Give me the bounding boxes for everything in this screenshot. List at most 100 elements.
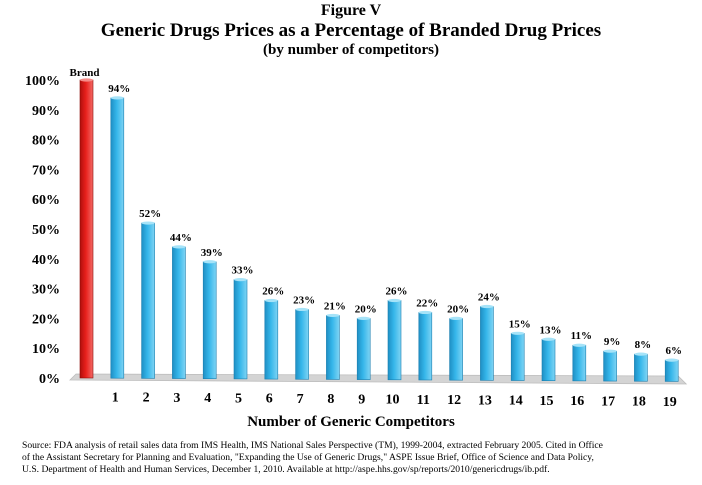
- bar-cap: [572, 343, 586, 347]
- bar-brand: [79, 79, 94, 379]
- y-tick-label: 30%: [32, 283, 60, 298]
- x-tick-label: 18: [632, 395, 646, 410]
- bar-cap: [234, 278, 247, 282]
- source-line-2: of the Assistant Secretary for Planning …: [22, 452, 594, 463]
- brand-label: Brand: [70, 67, 100, 79]
- data-label: 20%: [447, 303, 469, 315]
- data-label: 44%: [170, 232, 192, 244]
- x-axis-title: Number of Generic Competitors: [247, 414, 455, 430]
- bar: [295, 309, 309, 380]
- source-line-3: U.S. Department of Health and Human Serv…: [22, 464, 550, 475]
- y-tick-label: 60%: [32, 193, 60, 208]
- bar-cap: [449, 316, 463, 320]
- data-label: 33%: [232, 265, 254, 277]
- data-label: 24%: [478, 291, 500, 303]
- y-tick-label: 20%: [32, 312, 60, 327]
- data-label: 23%: [293, 294, 315, 306]
- chart-floor: [69, 373, 688, 385]
- bar: [356, 318, 371, 380]
- x-tick-label: 14: [509, 394, 523, 409]
- x-tick-label: 2: [143, 391, 150, 406]
- bar: [172, 246, 186, 379]
- x-tick-label: 10: [386, 393, 400, 408]
- bar-cap: [326, 313, 340, 318]
- bar: [664, 359, 679, 382]
- x-tick-label: 7: [297, 392, 304, 407]
- bar-cap: [418, 310, 432, 315]
- bar: [603, 350, 617, 382]
- y-tick-label: 50%: [32, 223, 60, 238]
- x-tick-label: 11: [417, 393, 430, 408]
- bar: [141, 222, 155, 379]
- data-label: 94%: [108, 83, 130, 95]
- bar: [418, 312, 433, 381]
- x-tick-label: 13: [478, 393, 492, 408]
- figure-label: Figure V: [320, 2, 382, 19]
- bar-chart: 0%10%20%30%40%50%60%70%80%90%100%Brand94…: [25, 67, 688, 410]
- bar-cap: [542, 337, 555, 341]
- x-tick-label: 3: [173, 391, 180, 406]
- bar-cap: [603, 349, 617, 353]
- bar: [449, 318, 463, 381]
- y-tick-label: 40%: [32, 253, 60, 268]
- bar-cap: [388, 298, 401, 303]
- bar-cap: [203, 260, 217, 264]
- y-tick-label: 0%: [39, 372, 60, 387]
- y-tick-label: 80%: [32, 134, 60, 149]
- bar: [510, 332, 525, 381]
- x-tick-label: 4: [204, 391, 211, 406]
- bar-cap: [357, 316, 371, 320]
- chart-subtitle: (by number of competitors): [263, 42, 439, 58]
- y-tick-label: 70%: [32, 163, 60, 178]
- y-tick-label: 90%: [32, 104, 60, 119]
- data-label: 22%: [416, 297, 438, 309]
- bar: [480, 306, 494, 381]
- data-label: 21%: [324, 300, 346, 312]
- bar: [202, 261, 217, 380]
- bar-cap: [80, 78, 93, 82]
- x-tick-label: 15: [540, 394, 554, 409]
- data-label: 39%: [201, 247, 223, 259]
- data-label: 20%: [355, 303, 377, 315]
- chart-title: Generic Drugs Prices as a Percentage of …: [100, 20, 602, 41]
- bar: [634, 353, 648, 382]
- bar-cap: [480, 304, 494, 309]
- x-tick-label: 8: [327, 392, 334, 407]
- y-tick-label: 10%: [32, 342, 60, 357]
- bar: [233, 279, 248, 380]
- data-label: 9%: [604, 336, 621, 348]
- x-tick-label: 1: [112, 390, 119, 405]
- data-label: 26%: [262, 286, 284, 298]
- x-tick-label: 5: [235, 391, 242, 406]
- bar: [387, 300, 402, 381]
- data-label: 8%: [635, 339, 652, 351]
- x-tick-label: 19: [663, 395, 677, 410]
- bar-cap: [110, 96, 124, 100]
- bar-cap: [665, 358, 679, 362]
- bar-cap: [172, 245, 186, 249]
- bar: [110, 97, 125, 379]
- x-tick-label: 9: [358, 392, 365, 407]
- source-note: Source: FDA analysis of retail sales dat…: [22, 440, 682, 476]
- bar: [264, 300, 279, 380]
- data-label: 13%: [540, 324, 562, 336]
- bar-cap: [264, 298, 278, 303]
- x-tick-label: 17: [601, 394, 615, 409]
- data-label: 15%: [509, 318, 531, 330]
- y-tick-label: 100%: [25, 74, 60, 89]
- bar-cap: [634, 352, 648, 356]
- bar-cap: [141, 221, 155, 225]
- bar: [326, 315, 340, 380]
- bar: [572, 344, 587, 382]
- x-tick-label: 16: [570, 394, 584, 409]
- x-tick-label: 12: [447, 393, 461, 408]
- data-label: 52%: [139, 208, 161, 220]
- data-label: 6%: [665, 345, 682, 357]
- data-label: 11%: [571, 330, 592, 342]
- bar-cap: [295, 307, 309, 312]
- bar-cap: [511, 331, 525, 335]
- bar: [541, 338, 556, 382]
- data-label: 26%: [386, 286, 408, 298]
- x-tick-label: 6: [266, 392, 273, 407]
- source-line-1: Source: FDA analysis of retail sales dat…: [22, 440, 603, 451]
